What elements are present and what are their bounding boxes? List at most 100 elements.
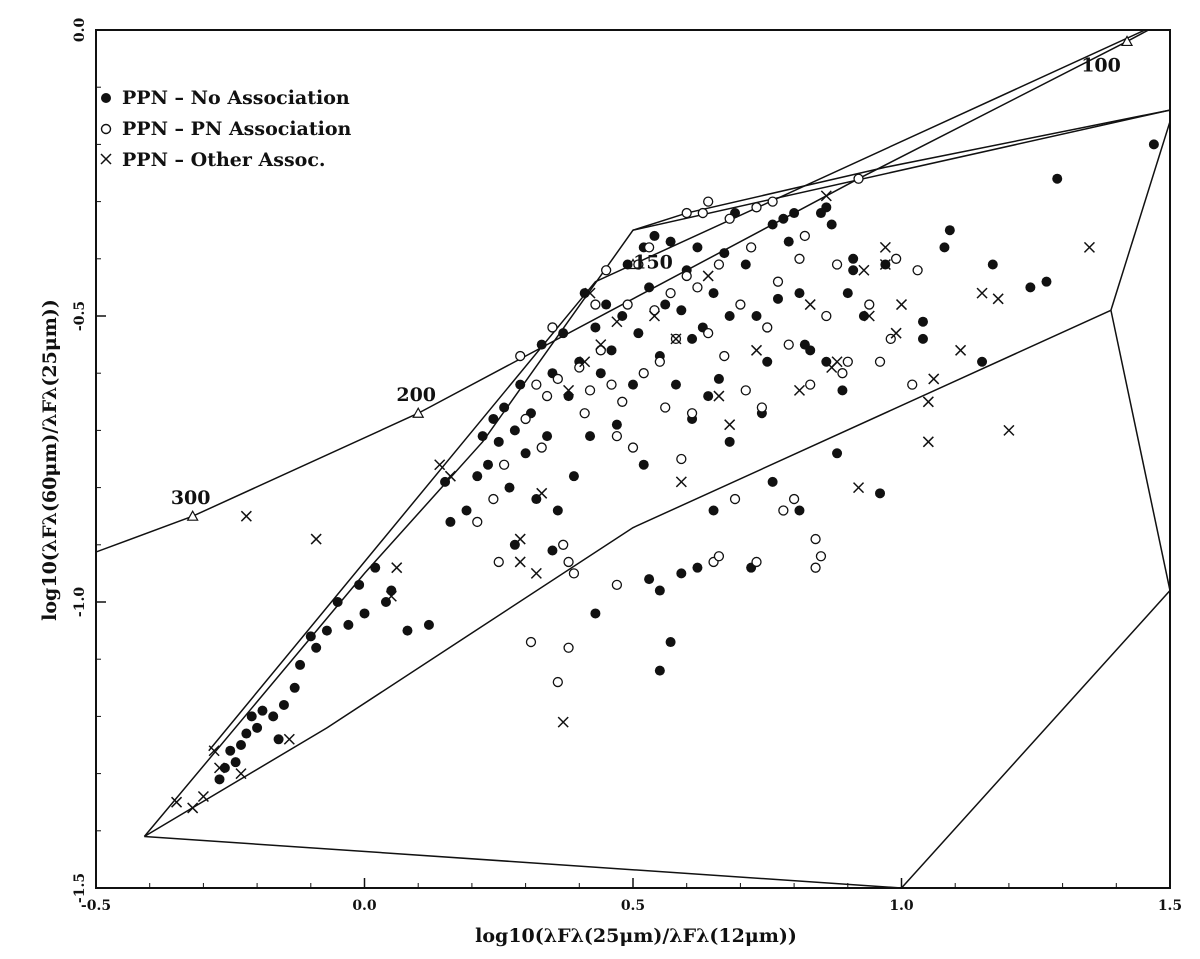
temperature-marker [186, 509, 199, 521]
region-boundary-line [144, 835, 902, 888]
point-no-association [386, 585, 397, 596]
point-no-association [740, 259, 751, 270]
point-pn-association [611, 579, 623, 590]
point-no-association [762, 356, 773, 367]
point-no-association [295, 659, 306, 670]
point-no-association [815, 208, 826, 219]
point-other-assoc [922, 396, 934, 408]
point-no-association [692, 562, 703, 573]
point-no-association [1025, 282, 1036, 293]
point-other-assoc [858, 264, 870, 276]
point-pn-association [864, 299, 875, 310]
point-pn-association [638, 368, 649, 379]
x-tick-label: 0.5 [621, 898, 645, 914]
point-no-association [660, 299, 671, 310]
point-no-association [944, 225, 955, 236]
legend-label-other-assoc: PPN – Other Assoc. [122, 149, 326, 171]
point-no-association [515, 379, 526, 390]
point-no-association [601, 299, 612, 310]
point-no-association [708, 288, 719, 299]
point-pn-association [794, 253, 805, 264]
point-pn-association [912, 265, 923, 276]
point-other-assoc [514, 533, 526, 545]
point-no-association [354, 579, 365, 590]
point-pn-association [837, 368, 848, 379]
point-other-assoc [385, 590, 397, 602]
legend-marker-cross [100, 153, 112, 165]
point-pn-association [874, 356, 886, 367]
point-pn-association [703, 196, 714, 207]
point-pn-association [783, 339, 794, 350]
point-no-association [708, 505, 719, 516]
point-pn-association [654, 356, 665, 367]
point-other-assoc [187, 802, 199, 814]
point-other-assoc [563, 384, 575, 396]
point-other-assoc [171, 796, 183, 808]
point-other-assoc [724, 419, 736, 431]
point-other-assoc [584, 287, 596, 299]
legend-label-pn-association: PPN – PN Association [122, 118, 352, 140]
axis-ticks: -0.5 0.0 0.5 1.0 1.5 0.0 -0.5 -1.0 -1.5 [72, 18, 1182, 914]
point-no-association [794, 505, 805, 516]
point-pn-association [627, 442, 639, 453]
point-other-assoc [611, 316, 623, 328]
point-no-association [343, 619, 354, 630]
point-no-association [606, 345, 617, 356]
point-other-assoc [310, 533, 322, 545]
point-no-association [767, 219, 778, 230]
point-no-association [611, 419, 622, 430]
legend-marker-open-circle [100, 123, 112, 135]
point-no-association [987, 259, 998, 270]
point-pn-association [778, 505, 789, 516]
point-no-association [219, 762, 230, 773]
point-no-association [214, 774, 225, 785]
point-pn-association [735, 299, 746, 310]
x-tick-label: -0.5 [81, 898, 111, 914]
point-pn-association [622, 299, 633, 310]
point-no-association [547, 545, 558, 556]
point-no-association [552, 505, 563, 516]
point-no-association [246, 711, 257, 722]
temperature-marker [412, 407, 425, 418]
point-no-association [273, 734, 284, 745]
temperature-marker [1121, 35, 1134, 47]
point-no-association [472, 471, 483, 482]
point-other-assoc [670, 333, 682, 345]
point-pn-association [697, 207, 708, 219]
blackbody-line [96, 30, 1151, 553]
point-pn-association [563, 642, 574, 653]
point-no-association [826, 219, 837, 230]
point-pn-association [686, 408, 698, 419]
point-no-association [665, 236, 676, 247]
point-no-association [359, 608, 370, 619]
point-no-association [783, 236, 794, 247]
point-other-assoc [826, 361, 838, 374]
point-pn-association [488, 493, 499, 505]
point-pn-association [472, 516, 483, 528]
point-pn-association [590, 299, 601, 310]
point-other-assoc [391, 562, 403, 574]
point-other-assoc [1003, 424, 1015, 436]
point-other-assoc [536, 487, 548, 499]
x-tick-label: 1.0 [889, 898, 914, 914]
point-pn-association [751, 202, 762, 213]
region-boundary-line [900, 590, 1170, 888]
point-no-association [520, 448, 531, 459]
point-pn-association [525, 636, 537, 648]
point-no-association [644, 282, 655, 293]
point-no-association [542, 431, 553, 442]
x-axis-label: log10(λFλ(25μm)/λFλ(12μm)) [475, 925, 797, 947]
y-tick-label: -1.0 [72, 587, 88, 617]
legend-label-no-association: PPN – No Association [122, 87, 350, 109]
point-pn-association [692, 282, 703, 293]
point-pn-association [805, 379, 816, 390]
y-tick-label: 0.0 [72, 18, 88, 43]
point-pn-association [584, 385, 596, 396]
point-other-assoc [750, 344, 763, 356]
point-pn-association [660, 402, 671, 413]
point-other-assoc [197, 790, 209, 803]
point-no-association [585, 431, 596, 442]
point-pn-association [531, 379, 542, 390]
point-other-assoc [675, 476, 687, 488]
point-other-assoc [595, 339, 607, 351]
